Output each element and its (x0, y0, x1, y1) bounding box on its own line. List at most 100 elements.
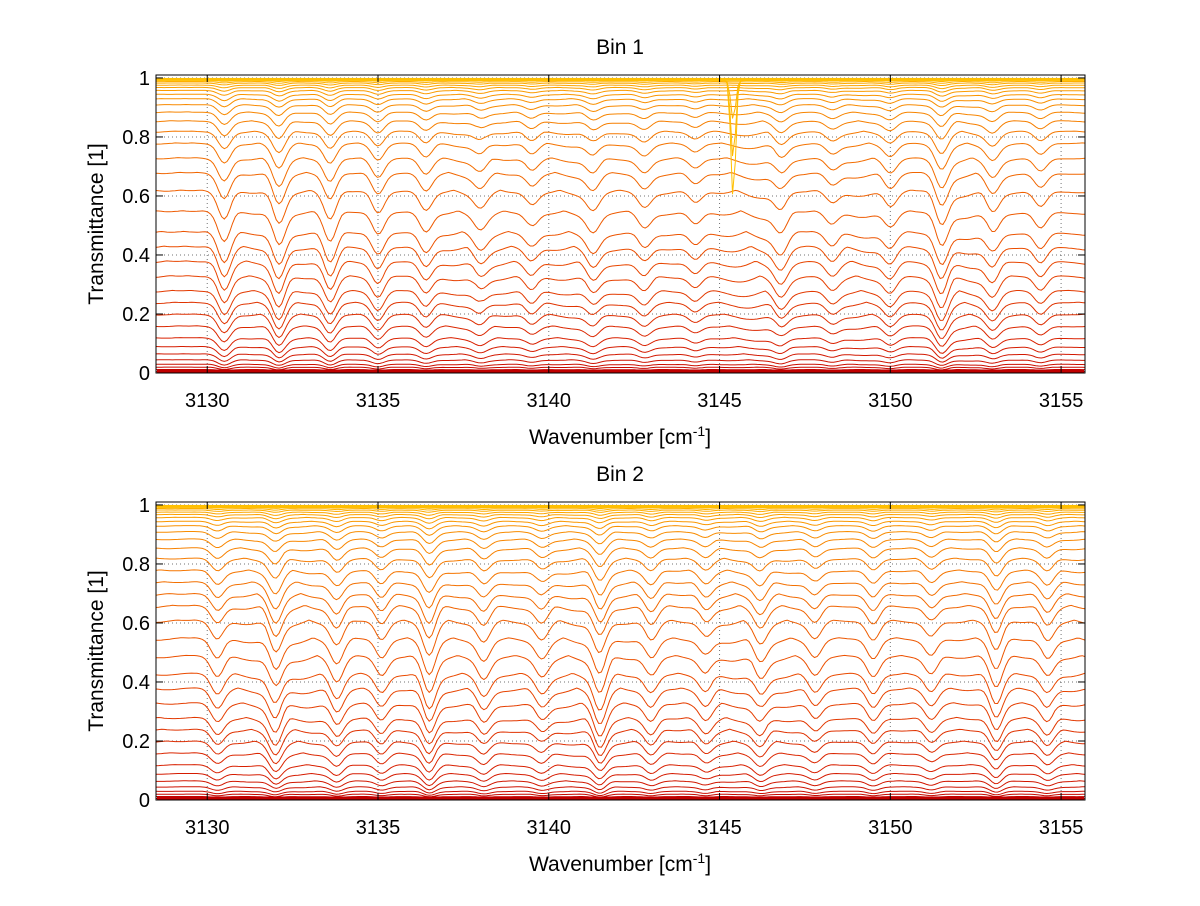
y-tick-label: 0.6 (122, 613, 150, 635)
spectrum-line (156, 530, 1086, 545)
spectrum-line (155, 702, 1086, 737)
spectrum-line (156, 363, 1086, 369)
spectrum-line (156, 86, 1085, 93)
y-tick-labels: 0 0.2 0.4 0.6 0.8 1 (122, 68, 150, 385)
spectrum-line (155, 245, 1086, 280)
low-transmittance-band (157, 796, 1084, 800)
spectrum-line (156, 142, 1086, 170)
x-tick-label: 3145 (697, 817, 742, 839)
spectrum-line (155, 260, 1086, 295)
spectrum-line (155, 345, 1085, 359)
x-tick-label: 3155 (1039, 817, 1084, 839)
spectrum-line (155, 740, 1085, 765)
spectrum-line (155, 230, 1086, 266)
spectrum-line (156, 509, 1085, 513)
spectrum-line (155, 171, 1086, 206)
spectrum-line (155, 189, 1085, 226)
spectrum-line (156, 366, 1086, 371)
spectrum-line (155, 538, 1086, 555)
spectrum-line (156, 786, 1085, 794)
x-axis-label: Wavenumber [cm-1] (529, 423, 711, 449)
x-tick-label: 3130 (185, 390, 230, 412)
spectrum-line (155, 111, 1086, 127)
y-tick-label: 0 (139, 363, 150, 385)
spectrum-line (155, 752, 1086, 773)
spectrum-line (155, 687, 1086, 724)
x-tick-label: 3145 (697, 390, 742, 412)
spectrum-line (155, 516, 1086, 524)
spectrum-line (155, 619, 1086, 657)
y-axis-label: Transmittance [1] (85, 570, 108, 731)
spectrum-line (156, 793, 1085, 798)
spectrum-line (155, 120, 1086, 140)
subplot-bin-1: 3130 3135 3140 3145 3150 3155 00.20.40.60.81 … (85, 36, 1086, 449)
x-tick-label: 3140 (527, 817, 572, 839)
axes-frame (155, 501, 1086, 801)
spectrum-line (155, 569, 1086, 596)
y-tick-label: 0.2 (122, 731, 150, 753)
x-tick-label: 3150 (868, 390, 913, 412)
spectrum-line (155, 592, 1086, 624)
y-tick-label: 1 (139, 495, 150, 517)
spectrum-line (155, 289, 1086, 321)
x-tick-labels: 3130 3135 3140 3145 3150 3155 (185, 390, 1083, 412)
y-tick-label: 0.8 (122, 554, 150, 576)
tick-marks (156, 75, 1085, 374)
x-tick-label: 3140 (527, 390, 572, 412)
spectrum-line (155, 764, 1086, 781)
spectrum-line (155, 93, 1086, 102)
y-tick-label: 1 (139, 68, 150, 90)
spectrum-line (156, 511, 1085, 516)
spectrum-line (155, 301, 1086, 331)
spectrum-line (156, 130, 1086, 154)
spectrum-line (155, 210, 1085, 247)
y-tick-label: 0.6 (122, 186, 150, 208)
y-tick-label: 0.4 (122, 672, 150, 694)
spectrum-line (156, 80, 1085, 84)
spectrum-line (155, 547, 1086, 567)
y-tick-label: 0.8 (122, 127, 150, 149)
spectrum-line (155, 672, 1086, 711)
spectrum-line (155, 103, 1086, 117)
x-tick-label: 3135 (356, 390, 401, 412)
y-tick-labels: 0 0.2 0.4 0.6 0.8 1 (122, 495, 150, 812)
spectrum-line (155, 790, 1086, 796)
axes-frame (155, 74, 1086, 374)
spectrum-line (155, 557, 1086, 581)
chart-title: Bin 2 (596, 463, 644, 486)
x-tick-labels: 3130 3135 3140 3145 3150 3155 (185, 817, 1083, 839)
low-transmittance-band (157, 369, 1084, 373)
spectrum-line (155, 637, 1086, 676)
spectrum-line (155, 98, 1085, 108)
high-transmittance-band (158, 77, 1083, 81)
spectra-series (155, 77, 1086, 373)
tick-marks (156, 502, 1085, 801)
chart-title: Bin 1 (596, 36, 644, 59)
spectrum-line (155, 275, 1086, 309)
spectrum-line (155, 325, 1086, 347)
spectrum-line (155, 525, 1086, 536)
spectrum-line (155, 604, 1086, 639)
spectrum-line (156, 772, 1086, 787)
spectrum-line (155, 728, 1086, 757)
high-transmittance-band (158, 504, 1083, 508)
spectrum-line (155, 313, 1086, 339)
spectrum-line (155, 353, 1085, 363)
spectrum-line (155, 513, 1085, 520)
x-tick-label: 3150 (868, 817, 913, 839)
spectrum-line (156, 520, 1086, 530)
spectrum-line (156, 508, 1085, 511)
spectrum-line (155, 654, 1086, 694)
y-tick-label: 0 (139, 790, 150, 812)
x-axis-label: Wavenumber [cm-1] (529, 850, 711, 876)
spectrum-line (155, 581, 1085, 610)
subplot-bin-2: 3130 3135 3140 3145 3150 3155 00.20.40.60.81 … (85, 463, 1086, 876)
spectrum-line (155, 716, 1086, 748)
y-axis-label: Transmittance [1] (85, 143, 108, 304)
x-tick-label: 3130 (185, 817, 230, 839)
y-tick-label: 0.2 (122, 304, 150, 326)
spectrum-line (156, 82, 1085, 86)
y-tick-label: 0.4 (122, 245, 150, 267)
